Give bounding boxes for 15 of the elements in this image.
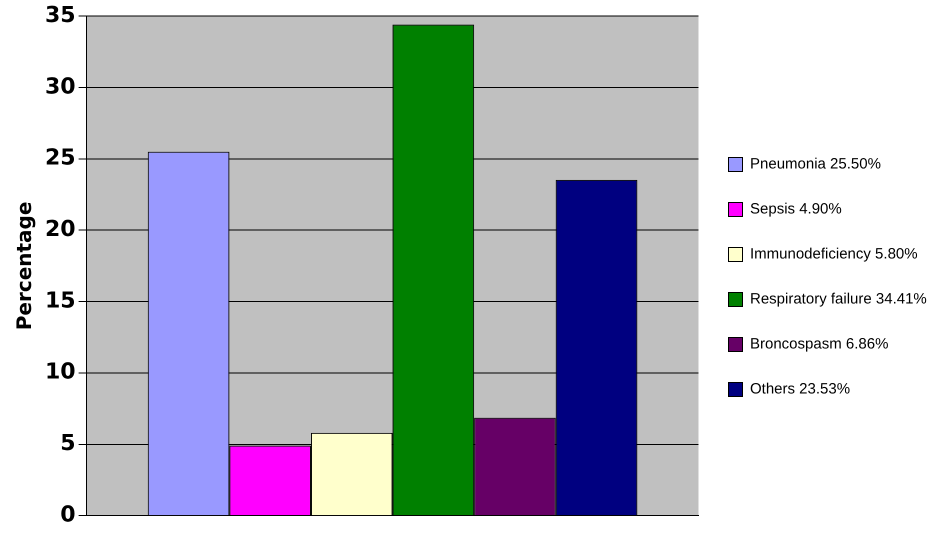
y-tick-label: 0: [60, 502, 76, 528]
legend-label: Sepsis 4.90%: [750, 200, 842, 218]
y-tick-label: 35: [44, 2, 76, 28]
y-tick-label: 15: [44, 288, 76, 314]
legend-label: Immunodeficiency 5.80%: [750, 246, 918, 263]
legend-label: Respiratory failure 34.41%: [750, 290, 927, 308]
y-tick-label: 20: [44, 216, 76, 242]
legend-label: Pneumonia 25.50%: [750, 156, 881, 173]
y-axis-title: Percentage: [12, 202, 36, 330]
y-tick-label: 5: [60, 430, 76, 456]
y-tick-label: 30: [44, 74, 76, 100]
legend-label: Others 23.53%: [750, 380, 850, 398]
legend-label: Broncospasm 6.86%: [750, 336, 888, 353]
y-tick-label: 25: [44, 146, 76, 171]
y-tick-label: 10: [44, 360, 76, 385]
